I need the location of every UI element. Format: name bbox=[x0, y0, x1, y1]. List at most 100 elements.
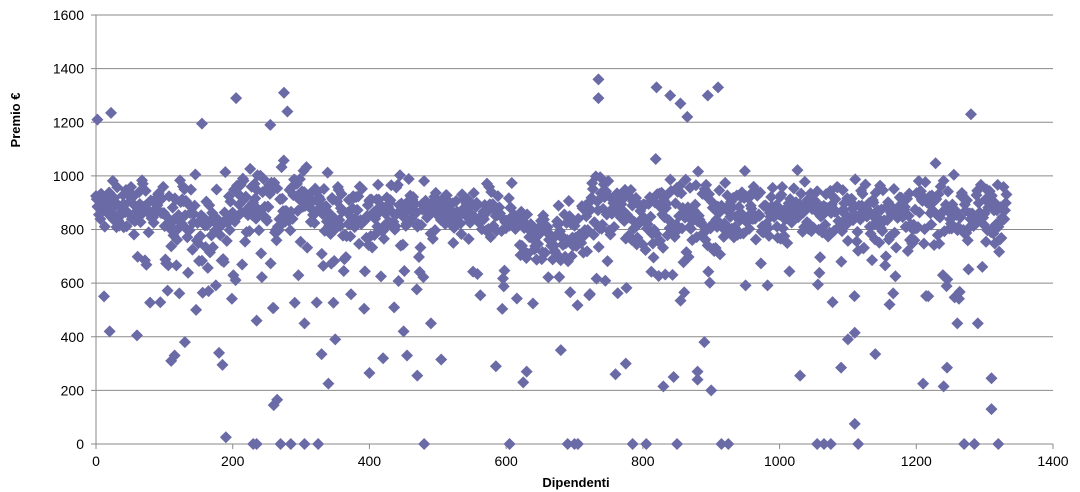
data-point bbox=[339, 251, 352, 264]
data-point bbox=[353, 237, 366, 250]
data-point bbox=[447, 236, 460, 249]
data-point bbox=[454, 217, 467, 230]
data-point bbox=[229, 274, 242, 287]
data-point bbox=[111, 181, 124, 194]
data-point bbox=[243, 225, 256, 238]
data-point bbox=[917, 237, 930, 250]
data-point bbox=[902, 209, 915, 222]
data-point bbox=[255, 247, 268, 260]
data-point bbox=[372, 178, 385, 191]
data-point bbox=[412, 250, 425, 263]
data-point bbox=[676, 222, 689, 235]
data-point bbox=[491, 190, 504, 203]
data-point bbox=[999, 196, 1012, 209]
data-point bbox=[681, 110, 694, 123]
data-point bbox=[147, 216, 160, 229]
data-point bbox=[818, 438, 831, 450]
data-point bbox=[671, 438, 684, 450]
data-point bbox=[856, 187, 869, 200]
data-point bbox=[781, 236, 794, 249]
data-point bbox=[502, 192, 515, 205]
data-point bbox=[293, 173, 306, 186]
data-point bbox=[657, 241, 670, 254]
data-point bbox=[334, 219, 347, 232]
data-point bbox=[611, 287, 624, 300]
data-point bbox=[719, 176, 732, 189]
data-point bbox=[857, 241, 870, 254]
data-point bbox=[165, 240, 178, 253]
data-point bbox=[250, 438, 263, 450]
data-point bbox=[345, 288, 358, 301]
data-point bbox=[678, 286, 691, 299]
x-tick-label: 600 bbox=[494, 453, 518, 469]
data-point bbox=[666, 268, 679, 281]
data-point bbox=[667, 370, 680, 383]
y-tick-label: 400 bbox=[61, 329, 85, 345]
data-point bbox=[976, 260, 989, 273]
data-point bbox=[510, 292, 523, 305]
data-point bbox=[992, 438, 1005, 450]
data-point bbox=[168, 349, 181, 362]
data-point bbox=[958, 438, 971, 450]
x-tick-label: 800 bbox=[631, 453, 655, 469]
data-point bbox=[397, 325, 410, 338]
data-point bbox=[118, 198, 131, 211]
x-tick-labels: 0 200 400 600 800 1000 1200 1400 bbox=[92, 453, 1069, 469]
data-point bbox=[298, 317, 311, 330]
data-point bbox=[908, 234, 921, 247]
data-point bbox=[659, 268, 672, 281]
data-point bbox=[497, 280, 510, 293]
data-point bbox=[497, 272, 510, 285]
data-point bbox=[471, 267, 484, 280]
data-point bbox=[700, 178, 713, 191]
data-points bbox=[90, 73, 1013, 450]
data-point bbox=[552, 199, 565, 212]
data-point bbox=[922, 290, 935, 303]
data-point bbox=[592, 92, 605, 105]
data-point bbox=[995, 231, 1008, 244]
data-point bbox=[702, 265, 715, 278]
data-point bbox=[917, 377, 930, 390]
data-point bbox=[866, 254, 879, 267]
data-point bbox=[374, 270, 387, 283]
data-point bbox=[321, 166, 334, 179]
data-point bbox=[879, 250, 892, 263]
data-point bbox=[195, 254, 208, 267]
x-tick-label: 1400 bbox=[1037, 453, 1068, 469]
data-point bbox=[998, 213, 1011, 226]
data-point bbox=[647, 251, 660, 264]
data-point bbox=[824, 438, 837, 450]
data-point bbox=[739, 279, 752, 292]
data-point bbox=[539, 246, 552, 259]
data-point bbox=[194, 230, 207, 243]
data-point bbox=[705, 384, 718, 397]
data-point bbox=[363, 366, 376, 379]
data-point bbox=[691, 365, 704, 378]
data-point bbox=[961, 194, 974, 207]
data-point bbox=[161, 284, 174, 297]
data-point bbox=[105, 106, 118, 119]
data-point bbox=[260, 214, 273, 227]
data-point bbox=[835, 361, 848, 374]
data-point bbox=[903, 187, 916, 200]
data-point bbox=[418, 175, 431, 188]
data-point bbox=[225, 292, 238, 305]
data-point bbox=[849, 173, 862, 186]
data-point bbox=[134, 216, 147, 229]
data-point bbox=[898, 201, 911, 214]
data-point bbox=[811, 438, 824, 450]
data-point bbox=[919, 176, 932, 189]
data-point bbox=[587, 228, 600, 241]
data-point bbox=[968, 438, 981, 450]
data-point bbox=[517, 376, 530, 389]
data-point bbox=[590, 272, 603, 285]
data-point bbox=[429, 186, 442, 199]
data-point bbox=[271, 393, 284, 406]
data-point bbox=[608, 221, 621, 234]
data-point bbox=[712, 81, 725, 94]
data-point bbox=[852, 438, 865, 450]
data-point bbox=[264, 257, 277, 270]
data-point bbox=[546, 253, 559, 266]
data-point bbox=[586, 183, 599, 196]
